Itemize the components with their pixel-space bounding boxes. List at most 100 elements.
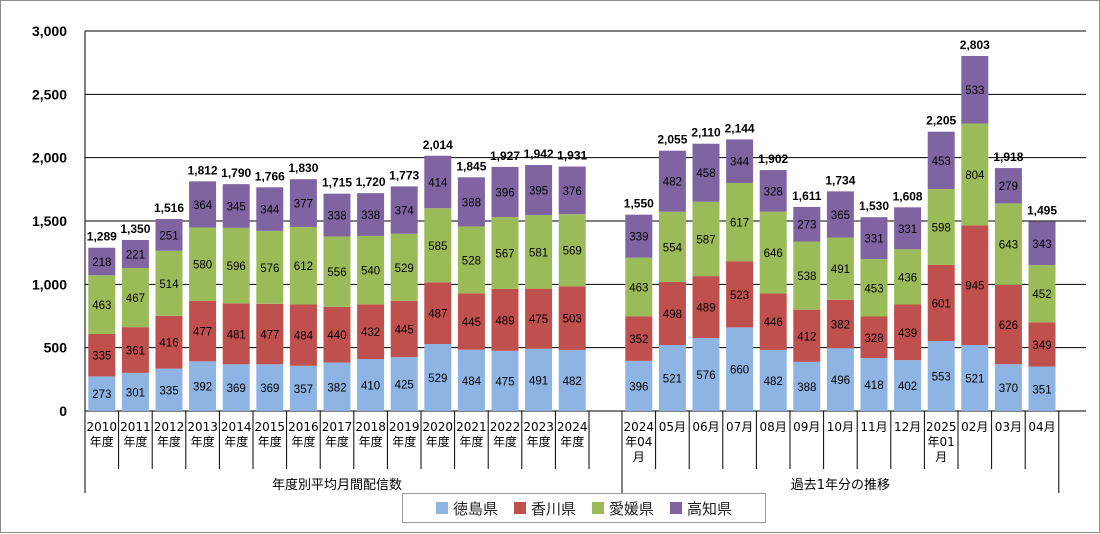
total-label: 1,608 <box>893 189 923 203</box>
x-tick-label: 07月 <box>726 420 753 434</box>
y-tick-label: 2,500 <box>32 86 67 102</box>
data-label: 440 <box>327 330 346 342</box>
data-label: 382 <box>327 382 346 394</box>
bar-segment <box>256 230 284 304</box>
data-label: 365 <box>831 210 850 222</box>
data-label: 528 <box>462 255 481 267</box>
bar-segment <box>491 166 519 218</box>
data-label: 533 <box>965 85 984 97</box>
legend-label-kochi: 高知県 <box>687 499 733 518</box>
bar-segment <box>558 286 586 350</box>
data-label: 436 <box>898 272 917 284</box>
legend-label-tokushima: 徳島県 <box>452 499 498 518</box>
data-label: 273 <box>92 389 111 401</box>
x-tick-label: 2021 <box>456 420 487 434</box>
x-tick-label: 年度 <box>392 434 416 449</box>
bar-segment <box>994 168 1022 204</box>
bar-segment <box>390 357 418 411</box>
bar-segment <box>1028 322 1056 367</box>
data-label: 418 <box>864 380 883 392</box>
total-label: 1,812 <box>188 163 218 177</box>
y-tick-label: 0 <box>59 403 67 419</box>
data-label: 463 <box>629 282 648 294</box>
bar-segment <box>1028 265 1056 323</box>
data-label: 523 <box>730 290 749 302</box>
bar-segment <box>88 333 116 377</box>
x-tick-label: 09月 <box>793 420 820 434</box>
bar-segment <box>155 250 183 316</box>
x-tick-label: 年04 <box>625 435 652 449</box>
x-tick-label: 2023 <box>523 420 554 434</box>
data-label: 540 <box>361 266 380 278</box>
total-label: 1,734 <box>825 173 855 187</box>
data-label: 569 <box>563 246 582 258</box>
data-label: 301 <box>126 387 145 399</box>
data-label: 458 <box>696 168 715 180</box>
total-label: 1,495 <box>1027 204 1057 218</box>
x-tick-label: 2017 <box>322 420 353 434</box>
bar-segment <box>256 187 284 231</box>
data-label: 484 <box>294 331 314 343</box>
x-tick-label: 2022 <box>490 420 521 434</box>
x-tick-label: 02月 <box>961 420 988 434</box>
data-label: 218 <box>92 257 111 269</box>
data-label: 514 <box>159 279 179 291</box>
bar-segment <box>658 211 686 282</box>
bar-segment <box>625 214 653 258</box>
legend-item-kagawa: 香川県 <box>513 498 576 519</box>
data-label: 804 <box>965 170 985 182</box>
total-label: 2,110 <box>691 126 721 140</box>
legend-label-kagawa: 香川県 <box>530 499 576 518</box>
x-tick-label: 年度 <box>123 434 147 449</box>
bar-segment <box>323 236 351 307</box>
data-label: 467 <box>126 293 145 305</box>
data-label: 388 <box>462 197 481 209</box>
total-label: 1,845 <box>456 159 486 173</box>
bar-segment <box>927 264 955 341</box>
data-label: 331 <box>898 224 917 236</box>
data-label: 489 <box>696 303 715 315</box>
data-label: 416 <box>159 338 178 350</box>
legend: 徳島県 香川県 愛媛県 高知県 <box>402 493 766 523</box>
x-tick-label: 2025 <box>926 420 957 434</box>
x-tick-label: 12月 <box>894 420 921 434</box>
bar-segment <box>491 217 519 289</box>
data-label: 410 <box>361 381 380 393</box>
data-label: 945 <box>965 281 984 293</box>
data-label: 553 <box>932 371 951 383</box>
bar-segment <box>525 215 553 289</box>
x-tick-label: 年度 <box>258 434 282 449</box>
bar-segment <box>390 186 418 234</box>
data-label: 576 <box>696 370 715 382</box>
data-label: 585 <box>428 241 447 253</box>
bar-segment <box>88 376 116 411</box>
x-tick-label: 2013 <box>187 420 218 434</box>
x-tick-label: 年度 <box>191 434 215 449</box>
y-tick-label: 1,000 <box>32 276 67 292</box>
bar-segment <box>256 364 284 411</box>
data-label: 556 <box>327 267 346 279</box>
total-label: 1,942 <box>524 147 554 161</box>
y-tick-label: 1,500 <box>32 213 67 229</box>
x-tick-label: 05月 <box>659 420 686 434</box>
data-label: 328 <box>864 333 883 345</box>
bar-segment <box>860 316 888 359</box>
data-label: 489 <box>495 315 514 327</box>
bar-segment <box>961 345 989 411</box>
bar-segment <box>491 350 519 411</box>
x-tick-label: 年度 <box>493 434 517 449</box>
total-label: 1,790 <box>221 166 251 180</box>
bar-segment <box>1028 366 1056 411</box>
data-label: 338 <box>361 210 380 222</box>
x-tick-label: 年度 <box>560 434 584 449</box>
data-label: 580 <box>193 260 212 272</box>
total-label: 1,289 <box>87 230 117 244</box>
legend-item-tokushima: 徳島県 <box>435 498 498 519</box>
data-label: 498 <box>663 309 682 321</box>
data-label: 395 <box>529 186 548 198</box>
x-tick-label: 年度 <box>157 434 181 449</box>
x-tick-label: 2011 <box>120 420 151 434</box>
bar-segment <box>457 293 485 350</box>
data-label: 376 <box>563 186 582 198</box>
bar-segment <box>189 361 217 411</box>
